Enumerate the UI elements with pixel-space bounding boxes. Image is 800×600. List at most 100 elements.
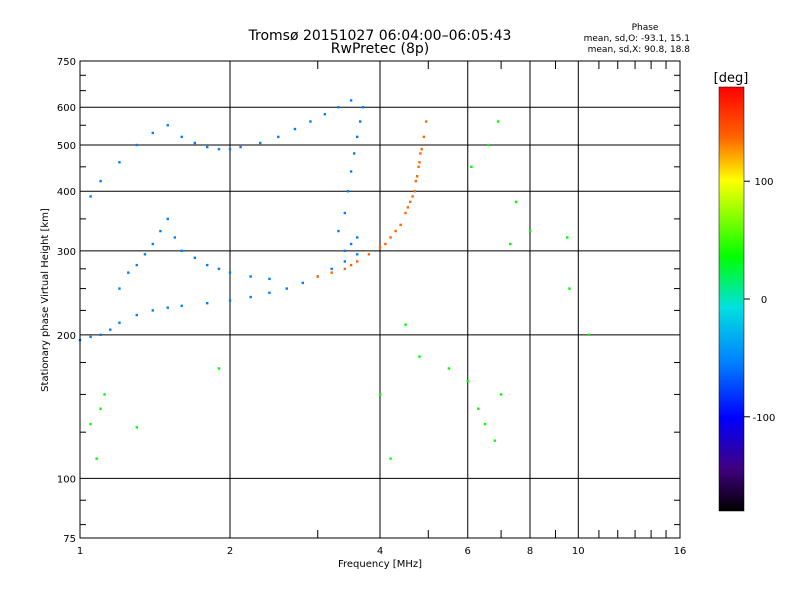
data-point	[217, 267, 221, 271]
data-point	[343, 267, 347, 271]
data-point	[89, 422, 92, 426]
data-point	[343, 249, 347, 253]
data-point	[180, 249, 183, 253]
data-point	[411, 195, 414, 198]
colorbar-label: [deg]	[714, 71, 749, 86]
data-point	[89, 195, 92, 198]
data-point	[135, 313, 138, 317]
data-point	[399, 223, 402, 227]
chart-subtitle: RwPretec (8p)	[331, 41, 429, 57]
data-point	[118, 161, 121, 164]
data-point	[143, 253, 147, 256]
data-point	[565, 236, 569, 239]
data-point	[330, 267, 333, 271]
data-point	[151, 242, 155, 246]
data-point	[384, 242, 387, 246]
data-point	[378, 246, 382, 249]
y-tick-label: 75	[63, 534, 76, 545]
colorbar-tick-label: -100	[753, 413, 776, 424]
data-point	[404, 323, 407, 326]
x-tick-label: 4	[377, 546, 383, 557]
data-point	[352, 152, 356, 155]
x-tick-label: 2	[227, 546, 233, 557]
data-point	[268, 277, 271, 281]
data-point	[228, 299, 232, 302]
data-point	[514, 200, 518, 204]
data-point	[420, 147, 423, 151]
data-point	[127, 271, 130, 274]
data-point	[349, 99, 353, 102]
x-tick-label: 1	[77, 546, 83, 557]
chart-title: Tromsø 20151027 06:04:00–06:05:43	[248, 28, 512, 44]
data-point	[103, 393, 106, 396]
y-axis-label: Stationary phase Virtual Height [km]	[40, 208, 51, 392]
data-point	[301, 281, 305, 285]
data-point	[135, 426, 138, 429]
data-point	[159, 229, 162, 233]
data-point	[293, 127, 297, 131]
data-point	[205, 301, 209, 305]
data-point	[135, 143, 138, 147]
data-point	[477, 407, 480, 410]
data-point	[337, 229, 340, 233]
data-point	[135, 263, 138, 267]
data-point	[193, 256, 197, 260]
data-point	[389, 457, 392, 460]
plot-frame	[79, 60, 681, 539]
data-point	[89, 335, 92, 339]
data-point	[417, 165, 420, 169]
data-point	[349, 242, 353, 246]
data-point	[389, 236, 392, 239]
data-point	[508, 242, 512, 246]
colorbar-tick-label: 0	[761, 295, 767, 306]
data-point	[228, 271, 232, 274]
data-point	[330, 271, 333, 274]
colorbar-ticks: 100 0 -100	[744, 177, 775, 424]
data-point	[528, 229, 532, 233]
phase-heading: Phase	[632, 23, 659, 33]
y-tick-label: 750	[57, 57, 76, 68]
data-point	[499, 393, 503, 396]
data-point	[406, 206, 410, 209]
data-point	[99, 407, 102, 410]
x-axis-label: Frequency [MHz]	[338, 559, 422, 570]
data-point	[343, 211, 347, 215]
data-point	[355, 135, 359, 139]
data-point	[409, 200, 412, 204]
data-point	[166, 306, 169, 309]
data-point	[249, 295, 252, 299]
data-point	[414, 179, 418, 183]
x-tick-label: 6	[465, 546, 471, 557]
data-point	[413, 190, 417, 193]
data-point	[418, 161, 421, 164]
data-point	[424, 120, 428, 123]
data-point	[487, 143, 490, 147]
y-tick-label: 200	[57, 331, 76, 342]
y-tick-label: 100	[57, 474, 76, 485]
data-point	[349, 263, 353, 267]
data-point	[99, 333, 102, 337]
data-point	[173, 236, 177, 239]
y-tick-label: 300	[57, 247, 76, 258]
data-point	[447, 367, 451, 370]
data-point	[337, 106, 340, 109]
data-point	[323, 113, 327, 116]
data-points	[78, 99, 591, 460]
data-point	[419, 152, 422, 155]
x-tick-label: 16	[674, 546, 687, 557]
data-point	[355, 253, 359, 256]
phase-stats-o: mean, sd,O: -93.1, 15.1	[584, 34, 690, 44]
data-point	[422, 135, 426, 139]
data-point	[378, 393, 382, 396]
data-point	[239, 145, 242, 149]
data-point	[587, 333, 591, 337]
data-point	[483, 422, 487, 426]
data-point	[349, 170, 353, 173]
data-point	[493, 439, 497, 442]
data-point	[285, 287, 288, 290]
data-point	[166, 217, 169, 221]
data-point	[118, 287, 121, 290]
data-point	[309, 120, 312, 123]
data-point	[367, 253, 371, 256]
data-point	[355, 260, 359, 263]
